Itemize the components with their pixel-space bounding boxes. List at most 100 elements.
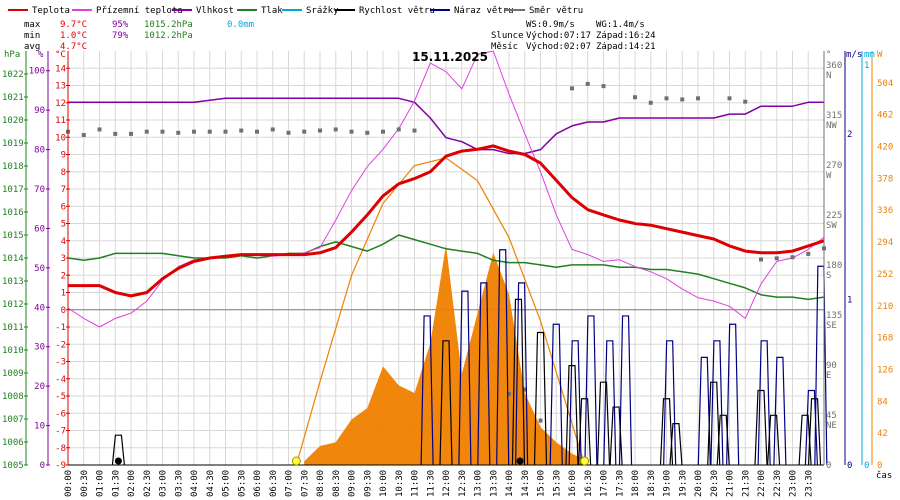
legend-label: Přízemní teplota	[96, 6, 183, 16]
pressure-tick: 1005	[2, 461, 24, 471]
humidity-tick: 60	[34, 224, 45, 234]
wind-speed-spike	[533, 331, 548, 466]
legend-label: Rychlost větru	[359, 6, 435, 16]
wind-gust-spike	[757, 340, 771, 466]
humidity-tick: 10	[34, 422, 45, 432]
wind-speed-spike	[754, 389, 768, 466]
x-tick-label: 23:30	[804, 470, 814, 497]
direction-label: SE	[826, 321, 837, 331]
info-sun-label: Slunce	[491, 31, 524, 41]
x-tick-label: 16:30	[584, 470, 594, 497]
x-tick-label: 15:30	[552, 470, 562, 497]
wind-direction-point	[239, 128, 244, 133]
solar-tick: 126	[877, 365, 893, 375]
wind-direction-point	[381, 129, 385, 134]
sunset-marker	[580, 456, 590, 466]
x-tick-label: 10:00	[379, 470, 389, 497]
solar-tick: 294	[877, 238, 893, 248]
info-moon-label: Měsíc	[491, 42, 518, 52]
x-tick-label: 04:30	[206, 470, 216, 497]
direction-label: SW	[826, 221, 837, 231]
wind-direction-point	[176, 130, 181, 135]
wind-direction-point	[664, 96, 669, 101]
direction-tick: 270	[826, 161, 842, 171]
humidity-line	[68, 97, 824, 155]
solar-tick: 210	[877, 302, 893, 312]
wind-gust-spike	[496, 249, 510, 466]
temperature-tick: 10	[55, 133, 66, 143]
direction-label: S	[826, 271, 831, 281]
humidity-tick: 20	[34, 382, 45, 392]
unit-degc: °C	[55, 50, 66, 60]
pressure-tick: 1007	[2, 415, 24, 425]
humidity-tick: 100	[29, 67, 45, 77]
wind-direction-point	[97, 127, 102, 132]
wind-direction-point	[774, 256, 779, 261]
temperature-tick: 7	[61, 185, 66, 195]
x-tick-label: 23:00	[789, 470, 799, 497]
stats-min-temp: 1.0°C	[60, 31, 87, 41]
wind-speed-spike	[767, 414, 781, 466]
temperature-tick: 12	[55, 99, 66, 109]
x-tick-label: 09:30	[363, 470, 373, 497]
wind-gust-spike	[814, 265, 828, 466]
wind-direction-point	[144, 129, 149, 134]
temperature-tick: -1	[55, 323, 66, 333]
x-tick-label: 19:00	[663, 470, 673, 497]
wind-direction-point	[396, 127, 401, 132]
info-sunset: Západ:16:24	[596, 31, 656, 41]
wind-gust-spike	[458, 290, 472, 466]
wind-speed-spike	[669, 423, 683, 466]
markers	[114, 456, 590, 466]
x-tick-label: 02:00	[127, 470, 137, 497]
x-tick-label: 05:00	[222, 470, 232, 497]
wind-direction-point	[160, 129, 165, 134]
temperature-tick: -7	[55, 427, 66, 437]
wind-speed-spike	[707, 381, 721, 466]
pressure-tick: 1019	[2, 139, 24, 149]
wind-direction-point	[759, 257, 763, 262]
temperature-tick: 13	[55, 82, 66, 92]
pressure-tick: 1015	[2, 231, 24, 241]
x-tick-label: 16:00	[568, 470, 578, 497]
pressure-tick: 1014	[2, 254, 24, 264]
stats-max-press: 1015.2hPa	[144, 20, 193, 30]
x-tick-label: 11:30	[426, 470, 436, 497]
x-tick-label: 20:00	[694, 470, 704, 497]
solar-radiation-area	[295, 157, 588, 466]
pressure-line	[67, 234, 825, 301]
temperature-line	[68, 144, 825, 298]
direction-tick: 225	[826, 211, 842, 221]
wind-direction-point	[806, 251, 811, 256]
wind-direction-point	[223, 129, 228, 134]
stats-min-label: min	[24, 31, 40, 41]
wind-speed-spike	[565, 365, 579, 466]
info-sunrise: Východ:07:17	[526, 31, 591, 41]
humidity-tick: 90	[34, 106, 45, 116]
x-tick-label: 05:30	[237, 470, 247, 497]
x-tick-label: 12:30	[458, 470, 468, 497]
data-series	[66, 50, 828, 466]
stats-avg-label: avg	[24, 42, 40, 52]
wind-direction-point	[633, 95, 637, 100]
stats-max-hum: 95%	[112, 20, 129, 30]
pressure-tick: 1021	[2, 93, 24, 103]
x-tick-label: 14:30	[521, 470, 531, 497]
wind-direction-point	[318, 128, 322, 133]
info-wg: WG:1.4m/s	[596, 20, 645, 30]
temperature-tick: -6	[55, 409, 66, 419]
wind-direction-point	[601, 84, 606, 89]
x-tick-label: 13:30	[489, 470, 499, 497]
x-tick-label: 00:30	[80, 470, 90, 497]
pressure-tick: 1010	[2, 346, 24, 356]
unit-hpa: hPa	[4, 50, 20, 60]
x-tick-label: 06:30	[269, 470, 279, 497]
wind-speed-spike	[578, 398, 592, 466]
wind-direction-point	[129, 131, 133, 136]
x-tick-label: 03:00	[159, 470, 169, 497]
solar-tick: 378	[877, 174, 893, 184]
temperature-tick: 9	[61, 151, 66, 161]
x-tick-label: 02:30	[143, 470, 153, 497]
pressure-tick: 1013	[2, 277, 24, 287]
legend-label: Tlak	[261, 6, 283, 16]
